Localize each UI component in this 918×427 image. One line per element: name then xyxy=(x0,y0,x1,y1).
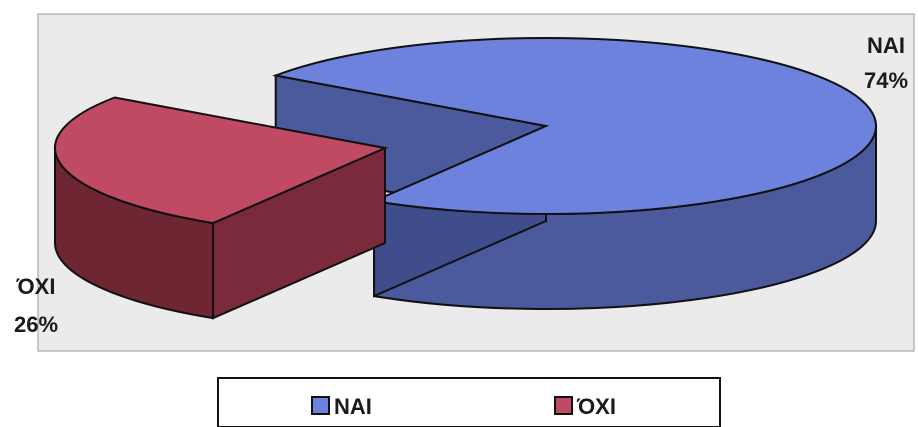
slice-oxi xyxy=(54,96,389,320)
legend-swatch-nai xyxy=(311,396,330,415)
slice-nai xyxy=(272,36,877,310)
legend-swatch-oxi xyxy=(554,396,573,415)
slice-oxi-top xyxy=(54,96,389,225)
legend-label-oxi: ΌΧΙ xyxy=(576,394,616,419)
data-label-nai-percent: 74% xyxy=(864,68,908,93)
data-label-oxi-name: ΌΧΙ xyxy=(16,274,56,299)
legend-label-nai: NAI xyxy=(334,394,372,419)
data-label-oxi-percent: 26% xyxy=(14,312,58,337)
slice-nai-top xyxy=(272,36,877,215)
legend-box xyxy=(217,377,721,427)
legend: NAI ΌΧΙ xyxy=(217,377,721,427)
data-label-nai-name: NAI xyxy=(867,33,905,58)
